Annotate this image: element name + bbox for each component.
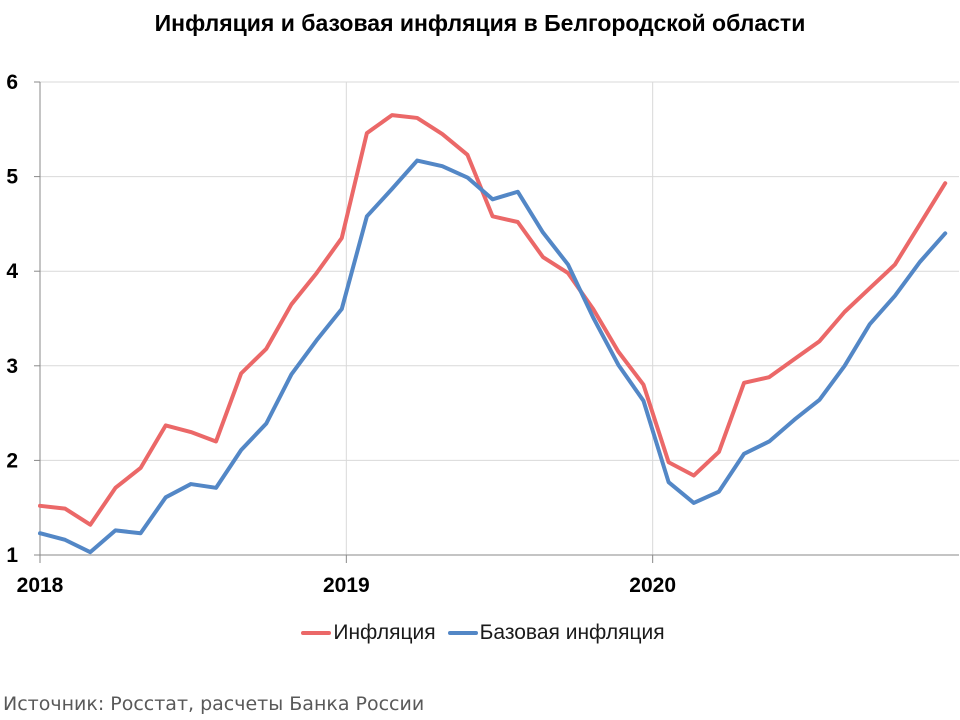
series-line-inflation (38, 113, 948, 527)
y-tick-label: 1 (6, 544, 18, 567)
y-tick-label: 2 (6, 449, 18, 472)
legend-item-core-inflation: Базовая инфляция (442, 621, 665, 645)
legend-item-inflation: Инфляция (295, 621, 436, 645)
y-tick-label: 3 (6, 355, 18, 378)
tick-labels: 1 2 3 4 5 6 2018 2019 2020 (6, 71, 676, 597)
legend-label-inflation: Инфляция (333, 621, 436, 644)
series-lines (38, 113, 948, 555)
x-tick-label: 2020 (629, 574, 676, 597)
axes (34, 81, 959, 563)
chart-title: Инфляция и базовая инфляция в Белгородск… (154, 10, 806, 36)
legend-swatch-core-inflation (447, 631, 478, 635)
x-tick-label: 2019 (323, 574, 370, 597)
legend-label-core-inflation: Базовая инфляция (479, 621, 665, 644)
gridlines (40, 81, 959, 555)
legend: Инфляция Базовая инфляция (0, 621, 960, 645)
source-note: Источник: Росстат, расчеты Банка России (3, 693, 425, 715)
y-tick-label: 6 (6, 71, 18, 94)
y-tick-label: 4 (6, 260, 18, 283)
series-line-core-inflation (38, 158, 948, 555)
legend-swatch-inflation (301, 631, 332, 635)
y-tick-label: 5 (6, 166, 18, 189)
x-tick-label: 2018 (17, 574, 64, 597)
